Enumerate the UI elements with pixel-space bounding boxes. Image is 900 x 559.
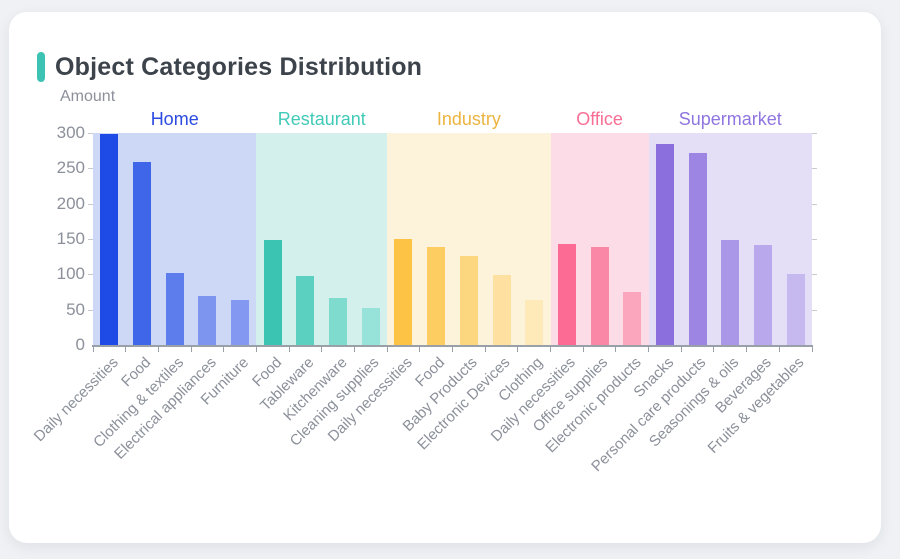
group-label-office: Office <box>576 108 623 129</box>
x-axis-tick <box>386 347 388 352</box>
y-axis-tick <box>812 239 817 240</box>
bar-supermarket-fruits-vegetables[interactable] <box>786 274 805 345</box>
y-tick-label: 200 <box>56 193 85 213</box>
bar-supermarket-seasonings-oils[interactable] <box>721 240 740 345</box>
group-label-supermarket: Supermarket <box>678 108 782 129</box>
bar-home-clothing-textiles[interactable] <box>165 273 184 345</box>
x-axis-tick <box>778 347 780 352</box>
group-label-home: Home <box>150 108 199 129</box>
y-axis-tick <box>88 274 93 275</box>
bar-office-electronic-products[interactable] <box>623 292 642 345</box>
bar-industry-clothing[interactable] <box>525 300 544 345</box>
bar-supermarket-snacks[interactable] <box>655 144 674 345</box>
x-axis-tick <box>255 347 257 352</box>
bar-industry-daily-necessities[interactable] <box>394 239 413 345</box>
group-panel-industry <box>387 133 551 345</box>
chart-title: Object Categories Distribution <box>55 52 423 81</box>
bar-supermarket-beverages[interactable] <box>753 245 772 345</box>
bar-office-daily-necessities[interactable] <box>557 244 576 345</box>
bar-restaurant-tableware[interactable] <box>296 276 315 345</box>
bar-industry-electronic-devices[interactable] <box>492 275 511 345</box>
y-axis-tick <box>812 204 817 205</box>
x-axis-tick <box>517 347 519 352</box>
y-axis-tick <box>812 274 817 275</box>
bar-restaurant-kitchenware[interactable] <box>329 298 348 345</box>
x-axis-tick <box>288 347 290 352</box>
x-axis-tick <box>713 347 715 352</box>
x-axis-tick <box>452 347 453 352</box>
group-header-row: Home Restaurant Industry Office Supermarket <box>93 106 812 132</box>
x-axis-tick <box>419 347 421 352</box>
x-axis-tick <box>811 347 813 352</box>
bar-industry-food[interactable] <box>427 247 446 345</box>
x-axis-labels: Daily necessities Food Clothing & textiles… <box>30 354 812 543</box>
y-axis-tick <box>812 133 817 134</box>
group-label-restaurant: Restaurant <box>277 108 366 129</box>
plot-area <box>93 133 812 345</box>
x-axis-tick <box>680 347 682 352</box>
y-axis-tick <box>88 310 93 311</box>
x-axis-tick <box>157 347 159 352</box>
bar-office-office-supplies[interactable] <box>590 247 609 345</box>
x-axis-tick <box>550 347 552 352</box>
title-row: Object Categories Distribution <box>37 52 422 82</box>
group-panel-restaurant <box>256 133 388 345</box>
bar-home-furniture[interactable] <box>231 300 250 345</box>
x-axis-line <box>92 345 813 347</box>
bar-home-daily-necessities[interactable] <box>100 134 119 345</box>
y-axis-tick <box>88 204 93 205</box>
group-label-industry: Industry <box>436 108 501 129</box>
group-panel-supermarket <box>648 133 812 345</box>
x-axis-tick <box>746 347 748 352</box>
y-tick-label: 100 <box>56 264 85 284</box>
y-tick-label: 150 <box>56 229 85 248</box>
bar-supermarket-personal-care-products[interactable] <box>688 153 707 345</box>
y-axis-tick <box>812 310 817 311</box>
y-axis-tick <box>88 239 93 240</box>
y-axis-name: Amount <box>60 88 116 105</box>
chart-card: Object Categories Distribution Amount Ho… <box>9 12 881 543</box>
y-axis-tick <box>812 168 817 169</box>
x-axis-tick <box>615 347 617 352</box>
x-axis-tick <box>223 347 225 352</box>
x-axis-tick <box>92 347 94 352</box>
x-axis-tick <box>582 347 584 352</box>
y-tick-label: 250 <box>56 158 85 178</box>
x-axis-tick <box>484 347 486 352</box>
y-axis-tick <box>88 133 93 134</box>
y-tick-label: 50 <box>66 299 85 319</box>
x-axis-tick <box>190 347 192 352</box>
bar-restaurant-food[interactable] <box>263 240 282 345</box>
title-accent-bar <box>37 52 45 82</box>
bar-industry-baby-products[interactable] <box>459 256 478 345</box>
y-axis-tick <box>88 168 93 169</box>
x-axis-tick <box>648 347 650 352</box>
x-axis-tick <box>125 347 127 352</box>
y-tick-label: 300 <box>56 123 85 142</box>
bar-home-food[interactable] <box>133 162 152 345</box>
y-tick-label: 0 <box>75 335 85 354</box>
bar-restaurant-cleaning-supplies[interactable] <box>361 308 380 345</box>
group-panel-office <box>550 133 649 345</box>
x-axis-tick <box>353 347 355 352</box>
bar-home-electrical-appliances[interactable] <box>198 296 217 345</box>
group-panel-home <box>93 133 257 345</box>
x-axis-tick <box>321 347 323 352</box>
